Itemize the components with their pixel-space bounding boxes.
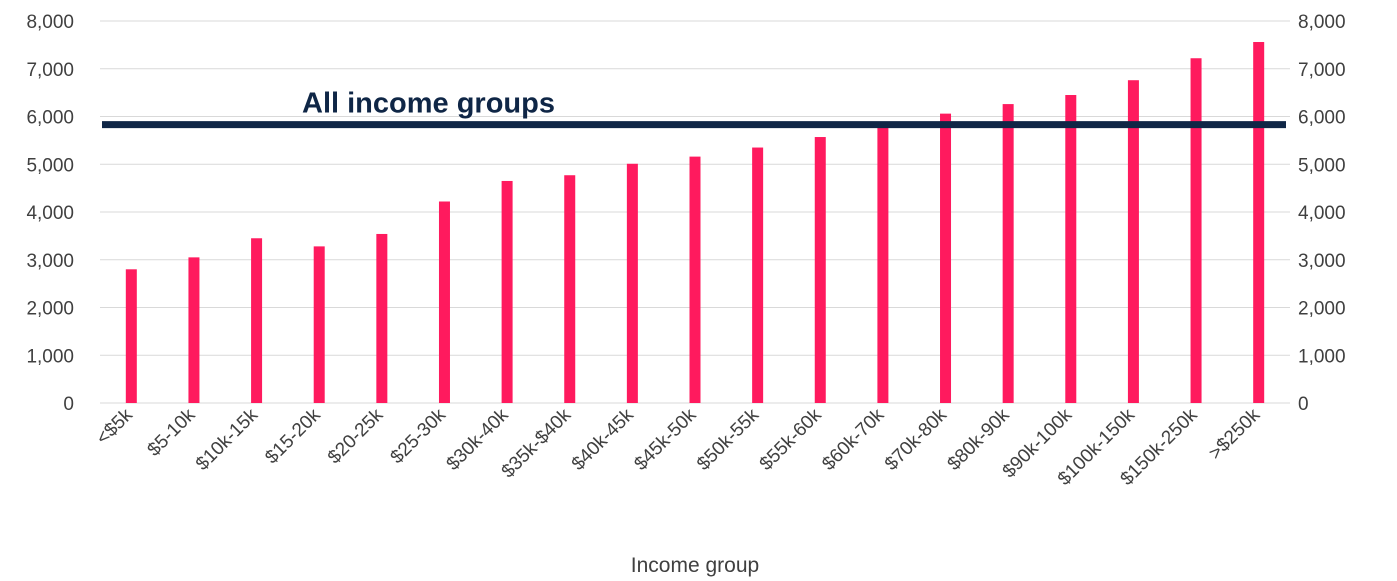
x-tick-label: $70k-80k [881, 404, 951, 474]
x-axis-labels: <$5k $5-10k$10k-15k $15-20k $20-25k $25-30k $… [92, 404, 1264, 489]
bar [564, 175, 576, 403]
y-tick-label-left: 5,000 [26, 155, 74, 176]
bar [188, 257, 200, 403]
y-tick-label-left: 4,000 [26, 203, 74, 224]
y-tick-label-right: 7,000 [1298, 60, 1346, 81]
x-tick-label: $10k-15k [192, 404, 262, 474]
bar [1253, 42, 1265, 403]
bar [1065, 95, 1077, 403]
x-tick-label: $50k-55k [693, 404, 763, 474]
x-tick-label: $60k-70k [818, 404, 888, 474]
y-tick-label-right: 8,000 [1298, 12, 1346, 33]
bar [1002, 104, 1014, 404]
bar [501, 180, 513, 403]
bar [125, 269, 137, 403]
y-tick-label-right: 2,000 [1298, 299, 1346, 320]
y-tick-label-left: 1,000 [26, 346, 74, 367]
bar [689, 156, 701, 403]
bar [313, 246, 325, 403]
bars [125, 42, 1265, 404]
x-axis-title: Income group [631, 554, 759, 577]
bar [814, 137, 826, 403]
bar [376, 233, 388, 403]
y-tick-label-right: 6,000 [1298, 108, 1346, 129]
y-tick-label-left: 3,000 [26, 251, 74, 272]
y-tick-label-right: 3,000 [1298, 251, 1346, 272]
x-tick-label: <$5k [92, 404, 137, 449]
bar [752, 147, 764, 403]
x-tick-label: >$250k [1205, 404, 1265, 464]
y-tick-label-left: 8,000 [26, 12, 74, 33]
y-tick-label-left: 6,000 [26, 108, 74, 129]
x-tick-label: $25-30k [387, 404, 451, 468]
y-tick-label-right: 0 [1298, 394, 1309, 415]
bar [877, 125, 889, 403]
reference-line-label: All income groups [302, 88, 555, 120]
bar [438, 201, 450, 403]
x-tick-label: $20-25k [324, 404, 388, 468]
bar [251, 238, 263, 403]
x-tick-label: $15-20k [261, 404, 325, 468]
x-tick-label: $35k-$40k [498, 404, 576, 482]
x-tick-label: $55k-60k [756, 404, 826, 474]
y-tick-label-left: 7,000 [26, 60, 74, 81]
bar [940, 113, 952, 403]
y-axis-left: 0 1,000 2,000 3,000 4,000 5,000 6,000 7,000 8,00… [26, 12, 74, 415]
bar [626, 163, 638, 403]
x-tick-label: $5-10k [144, 404, 200, 460]
y-tick-label-left: 2,000 [26, 299, 74, 320]
y-tick-label-right: 1,000 [1298, 346, 1346, 367]
y-tick-label-right: 4,000 [1298, 203, 1346, 224]
x-tick-label: $40k-45k [568, 404, 638, 474]
y-axis-right: 0 1,000 2,000 3,000 4,000 5,000 6,000 7,000 8,00… [1298, 12, 1346, 415]
y-tick-label-right: 5,000 [1298, 155, 1346, 176]
bar [1127, 80, 1139, 404]
bar [1190, 58, 1202, 404]
x-tick-label: $45k-50k [630, 404, 700, 474]
y-tick-label-left: 0 [63, 394, 74, 415]
